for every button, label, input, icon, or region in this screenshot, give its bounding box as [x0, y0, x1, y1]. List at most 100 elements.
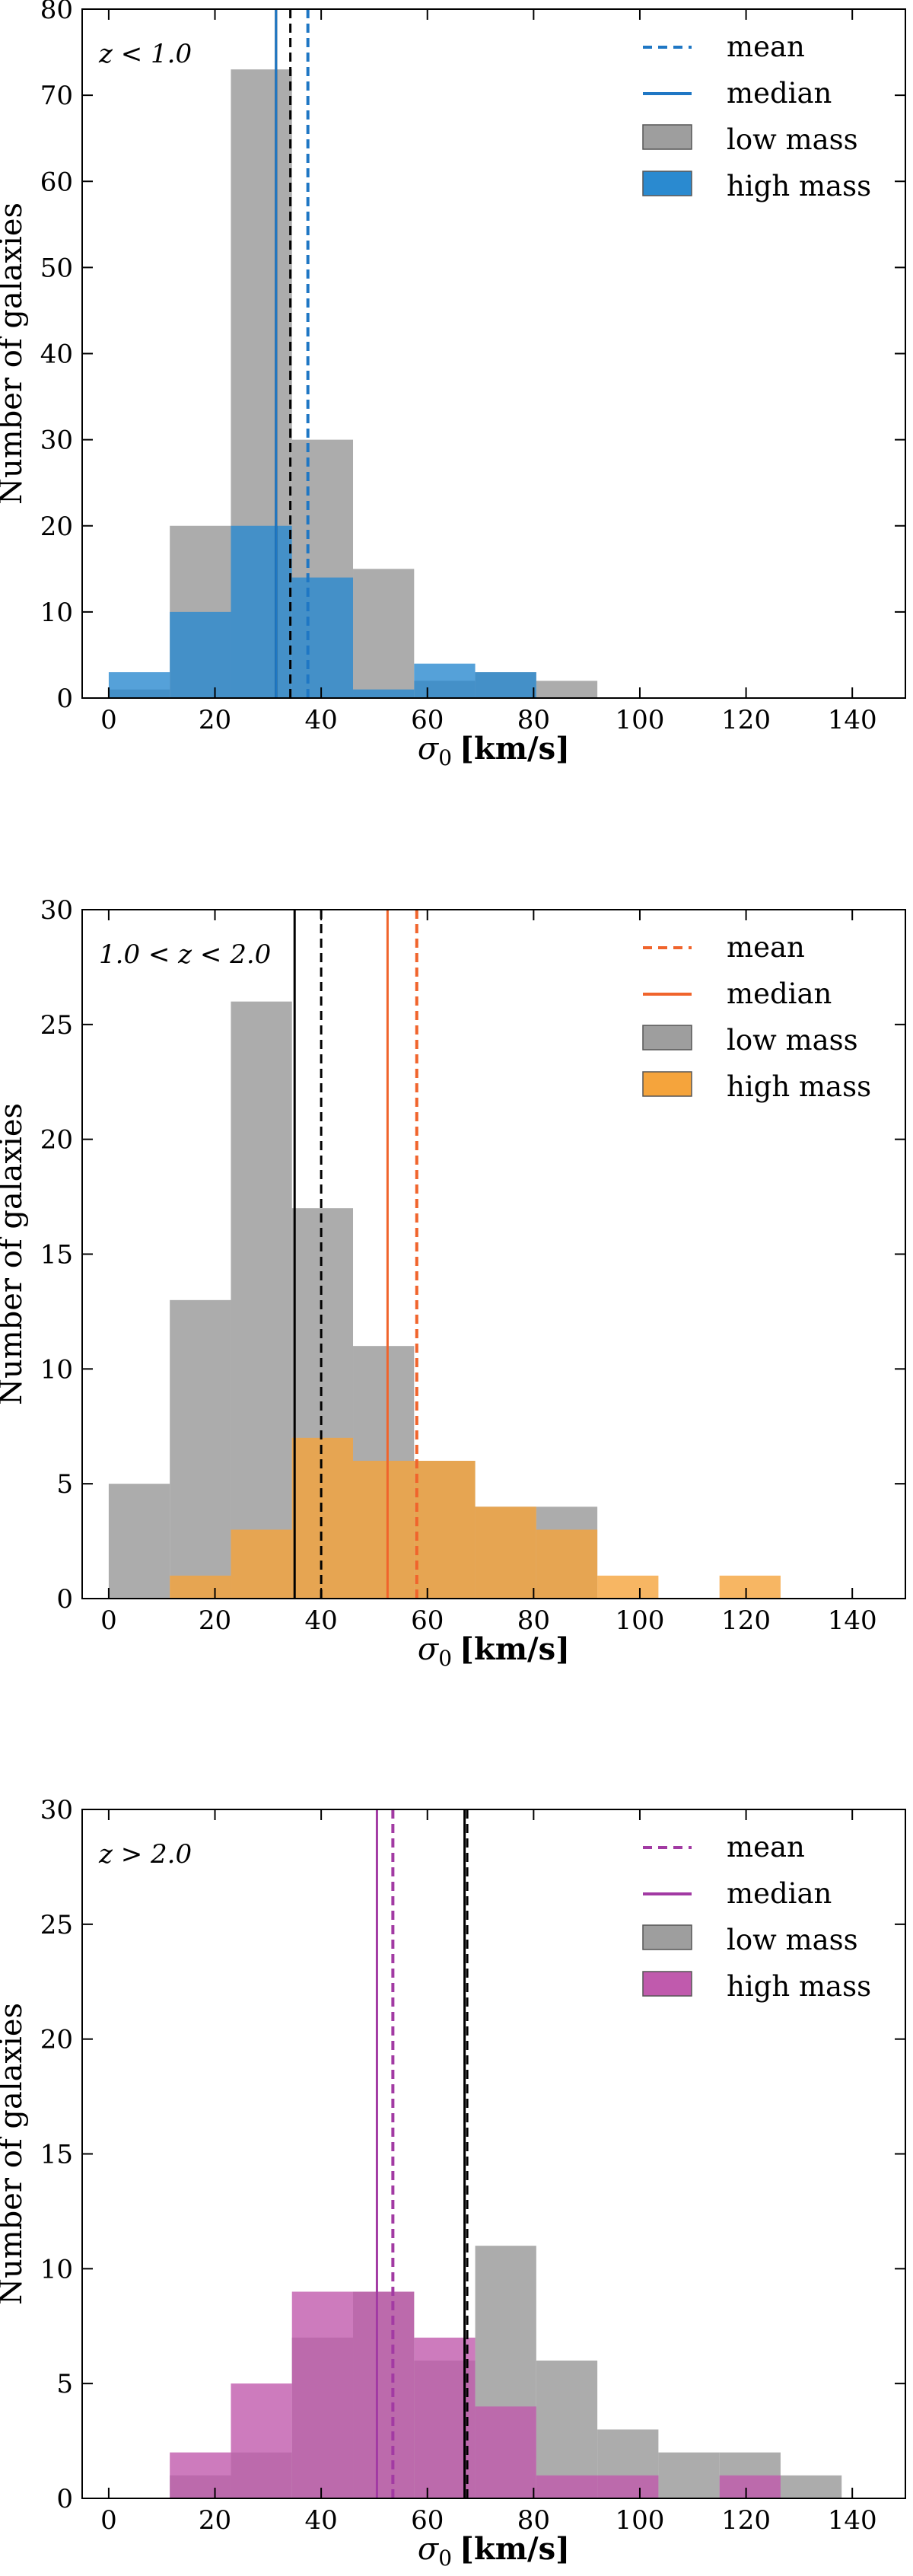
x-axis-label: σ0 [km/s] [418, 731, 570, 770]
x-tick-label: 140 [828, 705, 877, 735]
y-axis-label: Number of galaxies [0, 1103, 29, 1405]
high-mass-bar [170, 1575, 231, 1599]
high-mass-bar [597, 2475, 659, 2498]
x-axis-label: σ0 [km/s] [418, 1631, 570, 1671]
y-tick-label: 15 [40, 1240, 73, 1270]
legend-mean-label: mean [727, 30, 805, 63]
legend-mean-label: mean [727, 1831, 805, 1863]
x-axis-label-symbol: σ [418, 2532, 440, 2567]
x-tick-label: 80 [517, 1605, 550, 1636]
legend-low-mass-label: low mass [727, 1924, 858, 1956]
y-tick-label: 10 [40, 598, 73, 628]
x-tick-label: 0 [100, 1605, 117, 1636]
low-mass-bar [231, 1001, 292, 1599]
x-tick-label: 120 [721, 2505, 771, 2536]
high-mass-bar [108, 672, 170, 698]
x-tick-label: 100 [616, 705, 665, 735]
high-mass-bar [414, 1461, 476, 1599]
x-tick-label: 80 [517, 705, 550, 735]
y-tick-label: 10 [40, 2254, 73, 2284]
low-mass-bar [658, 2452, 720, 2498]
x-tick-label: 100 [616, 2505, 665, 2536]
low-mass-bar [536, 681, 598, 698]
x-tick-label: 120 [721, 705, 771, 735]
y-tick-label: 70 [40, 81, 73, 111]
high-mass-bar [475, 1506, 536, 1599]
y-tick-label: 80 [40, 0, 73, 25]
y-axis-label: Number of galaxies [0, 202, 29, 505]
x-tick-label: 60 [411, 705, 444, 735]
x-axis-label-subscript: 0 [438, 2546, 452, 2571]
legend-low-mass-swatch [642, 1025, 692, 1050]
legend-high-mass-label: high mass [727, 170, 871, 202]
x-axis-label-subscript: 0 [438, 1646, 452, 1671]
y-tick-label: 20 [40, 1125, 73, 1156]
high-mass-bar [536, 2475, 598, 2498]
x-tick-label: 20 [199, 2505, 231, 2536]
legend-high-mass-swatch [642, 1971, 692, 1997]
legend-high-mass-label: high mass [727, 1970, 871, 2003]
legend: mean median low mass high mass [642, 1831, 871, 2003]
x-tick-label: 20 [199, 1605, 231, 1636]
x-tick-label: 20 [199, 705, 231, 735]
high-mass-bar [291, 577, 354, 698]
x-tick-label: 40 [304, 2505, 337, 2536]
x-tick-label: 120 [721, 1605, 771, 1636]
y-tick-label: 0 [56, 684, 73, 714]
panel-middle: 0 20 40 60 80 100 120 140 0 5 10 15 20 25 30 1.0 < z < … [0, 895, 906, 1671]
x-tick-label: 40 [304, 705, 337, 735]
x-axis-label: σ0 [km/s] [418, 2531, 570, 2571]
low-mass-bar [353, 569, 415, 698]
high-mass-bar [231, 1529, 292, 1599]
high-mass-bar [291, 2291, 354, 2498]
high-mass-bar [353, 2291, 415, 2498]
high-mass-bar [231, 2383, 292, 2498]
legend-high-mass-swatch [642, 171, 692, 196]
y-tick-label: 20 [40, 512, 73, 542]
panel-bottom: 0 20 40 60 80 100 120 140 0 5 10 15 20 25 30 z > 2.0 mea… [0, 1795, 906, 2571]
redshift-label: 1.0 < z < 2.0 [99, 939, 271, 970]
high-mass-bar [719, 1575, 781, 1599]
legend-mean-label: mean [727, 931, 805, 964]
plot-frame [81, 1809, 906, 2499]
x-tick-label: 40 [304, 1605, 337, 1636]
legend-low-mass-swatch [642, 1924, 692, 1950]
y-tick-label: 5 [56, 2369, 73, 2399]
high-mass-bar [353, 689, 415, 698]
x-axis-label-subscript: 0 [438, 745, 452, 770]
high-mass-bar [597, 1575, 659, 1599]
x-tick-label: 0 [100, 2505, 117, 2536]
legend: mean median low mass high mass [642, 30, 871, 202]
high-mass-bar [536, 1529, 598, 1599]
legend-low-mass-label: low mass [727, 1024, 858, 1057]
y-tick-label: 0 [56, 2484, 73, 2514]
legend-high-mass-label: high mass [727, 1070, 871, 1103]
x-axis-label-units: [km/s] [460, 731, 570, 767]
legend: mean median low mass high mass [642, 931, 871, 1103]
legend-median-label: median [727, 77, 832, 110]
x-axis-label-units: [km/s] [460, 2531, 570, 2567]
low-mass-bar [108, 1484, 170, 1599]
x-tick-label: 140 [828, 1605, 877, 1636]
redshift-label: z < 1.0 [98, 39, 192, 69]
y-tick-label: 60 [40, 167, 73, 197]
high-mass-bar [170, 2452, 231, 2498]
y-tick-label: 25 [40, 1010, 73, 1041]
x-tick-label: 100 [616, 1605, 665, 1636]
y-tick-label: 30 [40, 1795, 73, 1825]
legend-low-mass-swatch [642, 124, 692, 150]
y-tick-label: 50 [40, 253, 73, 283]
high-mass-bar [475, 2406, 536, 2498]
redshift-label: z > 2.0 [98, 1839, 192, 1870]
y-tick-label: 20 [40, 2025, 73, 2055]
y-tick-label: 0 [56, 1584, 73, 1615]
high-mass-bar [475, 672, 536, 698]
x-tick-label: 60 [411, 1605, 444, 1636]
high-mass-bar [291, 1437, 354, 1599]
plot-frame [81, 8, 906, 699]
legend-low-mass-label: low mass [727, 123, 858, 156]
y-axis-label: Number of galaxies [0, 2003, 29, 2305]
high-mass-bar [170, 611, 231, 698]
legend-high-mass-swatch [642, 1071, 692, 1097]
